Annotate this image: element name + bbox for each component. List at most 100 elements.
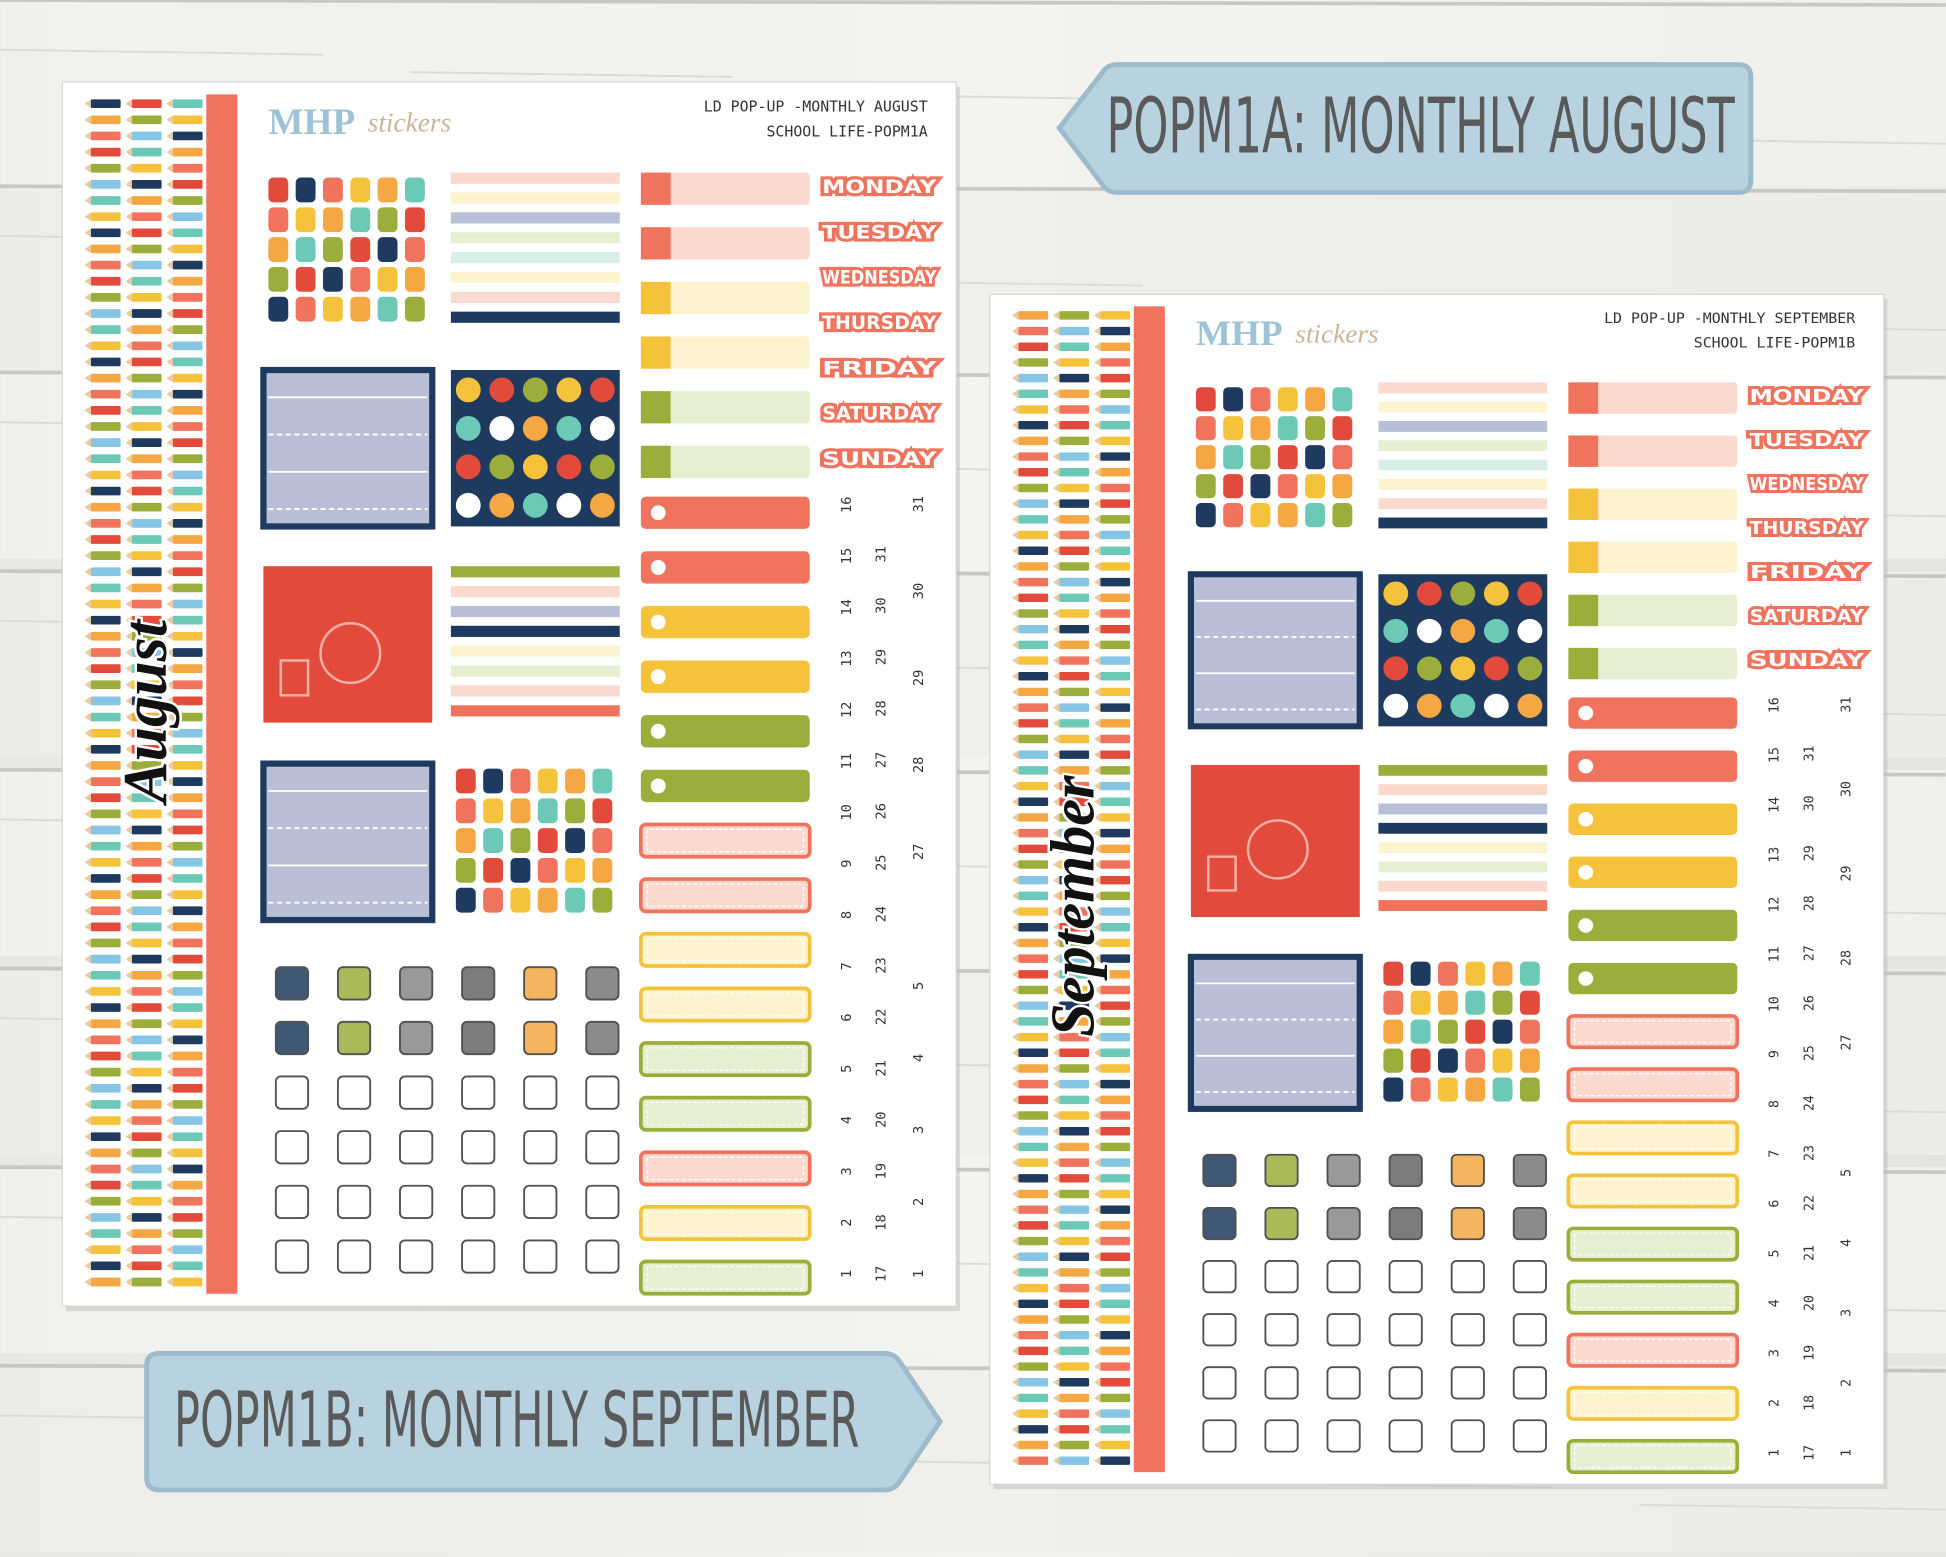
pencil (90, 551, 121, 560)
pencil-tip (1012, 1346, 1019, 1356)
pencil (1018, 907, 1049, 916)
pencil (1018, 483, 1049, 493)
pencil (90, 648, 121, 657)
icon-sticker (1326, 1153, 1361, 1188)
pencil (1018, 1330, 1049, 1340)
icon-sticker (1202, 1260, 1237, 1294)
pencil-tip (1094, 420, 1101, 430)
pencil (131, 809, 162, 819)
pencil-tip (166, 196, 173, 205)
pencil-tip (1053, 405, 1060, 414)
pencil-tip (125, 309, 132, 318)
pencil (131, 196, 162, 205)
flag-tab (640, 391, 671, 424)
pencil-tip (84, 1067, 91, 1077)
pencil (1059, 389, 1090, 399)
pill-bar (1568, 909, 1738, 942)
pencil-tip (166, 906, 173, 916)
banner-text: POPM1A: MONTHLY AUGUST (1106, 83, 1735, 172)
letter-block (1250, 503, 1271, 528)
pencil-tip (125, 1051, 132, 1061)
pencil-tip (1094, 577, 1101, 587)
pencil-tip (1094, 373, 1101, 383)
pencil-tip (84, 1148, 91, 1158)
pencil-tip (166, 325, 173, 334)
pencil-tip (1094, 515, 1101, 524)
date-number: 17 (1802, 1445, 1817, 1461)
pencil (1018, 311, 1049, 320)
pencil-tip (125, 874, 132, 883)
pencil-tip (1012, 1299, 1019, 1309)
pencil (131, 793, 162, 803)
pencil (1059, 954, 1090, 963)
pencil (172, 406, 203, 415)
dashed-inner (646, 1265, 805, 1290)
letter-block (1465, 1048, 1486, 1073)
pencil (1059, 405, 1090, 414)
pencil (131, 1164, 162, 1174)
pencil-tip (1012, 1440, 1019, 1450)
logo-script: stickers (1295, 319, 1378, 349)
pencil-tip (1094, 483, 1101, 493)
pencil (1100, 985, 1131, 995)
pencil-tip (125, 1019, 132, 1029)
stripe (450, 566, 620, 578)
pencil-tip (1012, 1330, 1019, 1340)
sticker-sheet: August MHP stickers LD POP-UP -MONTHLY AUGU… (61, 81, 960, 1312)
pencil (131, 599, 162, 609)
pill-bar (640, 496, 810, 529)
day-label: SATURDAY (1750, 606, 1865, 627)
wood-grain (0, 48, 324, 56)
dashed-inner (646, 1211, 805, 1235)
pencil (1018, 719, 1049, 728)
pencil-tip (1094, 593, 1101, 603)
pencil (1100, 860, 1131, 869)
flag-bar (640, 391, 810, 424)
pencil-tip (1012, 405, 1019, 414)
pencil (1100, 1236, 1131, 1246)
pencil (1100, 499, 1131, 508)
date-number: 15 (1767, 747, 1782, 763)
pencil-tip (84, 1164, 91, 1174)
pencil (1018, 562, 1049, 571)
pencil-tip (1094, 875, 1101, 885)
pencil-tip (1053, 1095, 1060, 1105)
icon-sticker (1450, 1366, 1485, 1400)
pencil (131, 712, 162, 722)
pencil-tip (84, 712, 91, 722)
pencil (90, 212, 121, 222)
icon-sticker (1450, 1313, 1485, 1347)
number-dot (1517, 581, 1543, 606)
icon-sticker (1388, 1260, 1423, 1294)
pencil (172, 1148, 203, 1158)
pencil-tip (84, 519, 91, 528)
pencil-tip (1053, 1315, 1060, 1324)
stripe (450, 271, 620, 284)
pencil-tip (125, 1083, 132, 1093)
pencil-tip (1012, 1205, 1019, 1214)
pencil (172, 147, 203, 157)
pencil (1100, 766, 1131, 775)
pencil-tip (1053, 1001, 1060, 1010)
pencil-tip (84, 228, 91, 238)
stripe (450, 705, 620, 717)
pencil (1059, 828, 1090, 838)
pencil-tip (1094, 656, 1101, 665)
pencil (1059, 373, 1090, 383)
date-number: 5 (839, 1065, 855, 1073)
pencil-tip (125, 1196, 132, 1206)
pencil (131, 438, 162, 447)
pencil-tip (166, 648, 173, 657)
pencil (1059, 624, 1090, 634)
dashed-inner (1573, 1020, 1732, 1044)
pencil (1018, 1032, 1049, 1042)
pencil-tip (166, 777, 173, 786)
pencil-tip (166, 1083, 173, 1093)
pencil-tip (1094, 499, 1101, 508)
pencil-tip (166, 147, 173, 157)
pencil (1100, 970, 1131, 979)
pencil (1018, 1095, 1049, 1105)
stripe (1378, 842, 1548, 854)
pencil-tip (166, 1003, 173, 1012)
pencil (1018, 326, 1049, 336)
